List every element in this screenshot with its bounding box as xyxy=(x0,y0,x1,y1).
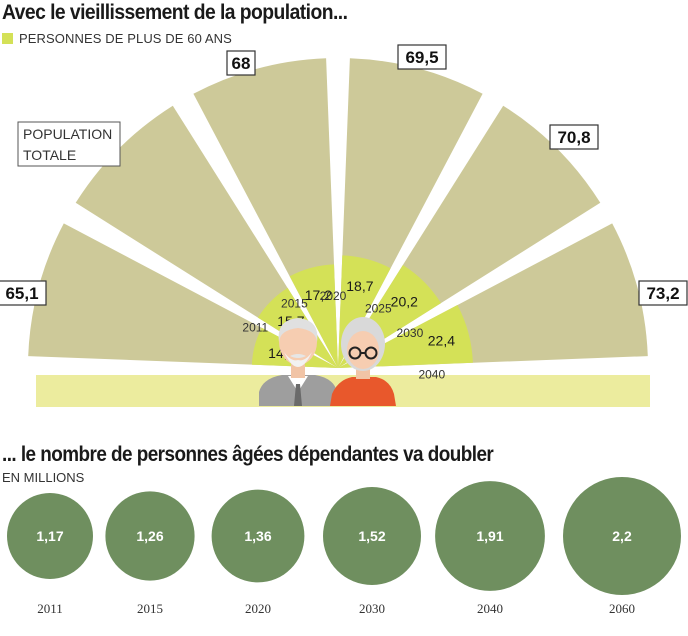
seniors-value-2020: 17,2 xyxy=(305,287,332,303)
bubble-value-2040: 1,91 xyxy=(476,528,503,544)
total-value-box-2020 xyxy=(226,50,256,76)
bubble-2020 xyxy=(211,489,305,583)
bubble-year-2060: 2060 xyxy=(609,601,635,616)
total-value-2011: 65,1 xyxy=(5,284,38,303)
legend-label: PERSONNES DE PLUS DE 60 ANS xyxy=(19,31,232,46)
bubble-year-2030: 2030 xyxy=(359,601,385,616)
bubble-value-2015: 1,26 xyxy=(136,528,163,544)
bubble-year-2020: 2020 xyxy=(245,601,271,616)
year-label-2025: 2025 xyxy=(365,301,392,315)
total-value-box-2030 xyxy=(549,124,599,150)
bubble-year-2011: 2011 xyxy=(37,601,63,616)
legend-swatch xyxy=(2,33,13,44)
bubble-value-2020: 1,36 xyxy=(244,528,271,544)
bubble-year-2040: 2040 xyxy=(477,601,503,616)
subtitle: ... le nombre de personnes âgées dépenda… xyxy=(2,443,494,466)
year-label-2030: 2030 xyxy=(397,326,424,340)
bubble-2015 xyxy=(105,491,195,581)
total-value-2030: 70,8 xyxy=(557,128,590,147)
bubble-2060 xyxy=(563,477,681,595)
seniors-value-2040: 22,4 xyxy=(428,332,455,348)
total-value-2020: 68 xyxy=(232,54,251,73)
year-label-2015: 2015 xyxy=(281,296,308,310)
total-label-box xyxy=(17,121,121,167)
bubble-2040 xyxy=(435,481,545,591)
bubble-value-2011: 1,17 xyxy=(36,528,63,544)
chart-title: Avec le vieillissement de la population.… xyxy=(2,1,348,24)
bubble-value-2030: 1,52 xyxy=(358,528,385,544)
total-value-2025: 69,5 xyxy=(405,48,438,67)
seniors-icon xyxy=(259,317,396,406)
year-label-2020: 2020 xyxy=(320,289,347,303)
year-label-2011: 2011 xyxy=(242,321,268,335)
year-label-2040: 2040 xyxy=(418,368,445,382)
total-value-box-2011 xyxy=(0,280,47,306)
seniors-value-2025: 18,7 xyxy=(346,278,373,294)
total-label-line1: POPULATION xyxy=(23,126,112,142)
unit-label: EN MILLIONS xyxy=(2,470,85,485)
bubble-2011 xyxy=(7,493,93,579)
total-label-line2: TOTALE xyxy=(23,147,76,163)
population-fan-chart: 14,3201115,7201517,2202018,7202520,22030… xyxy=(0,44,688,407)
seniors-value-2030: 20,2 xyxy=(391,294,418,310)
bubble-value-2060: 2,2 xyxy=(612,528,632,544)
bubble-year-2015: 2015 xyxy=(137,601,163,616)
total-value-2040: 73,2 xyxy=(646,284,679,303)
seniors-wedge-2020 xyxy=(289,264,338,368)
legend: PERSONNES DE PLUS DE 60 ANS xyxy=(2,31,232,46)
bubble-2030 xyxy=(323,487,421,585)
total-value-box-2025 xyxy=(397,44,447,70)
total-value-box-2040 xyxy=(638,280,688,306)
